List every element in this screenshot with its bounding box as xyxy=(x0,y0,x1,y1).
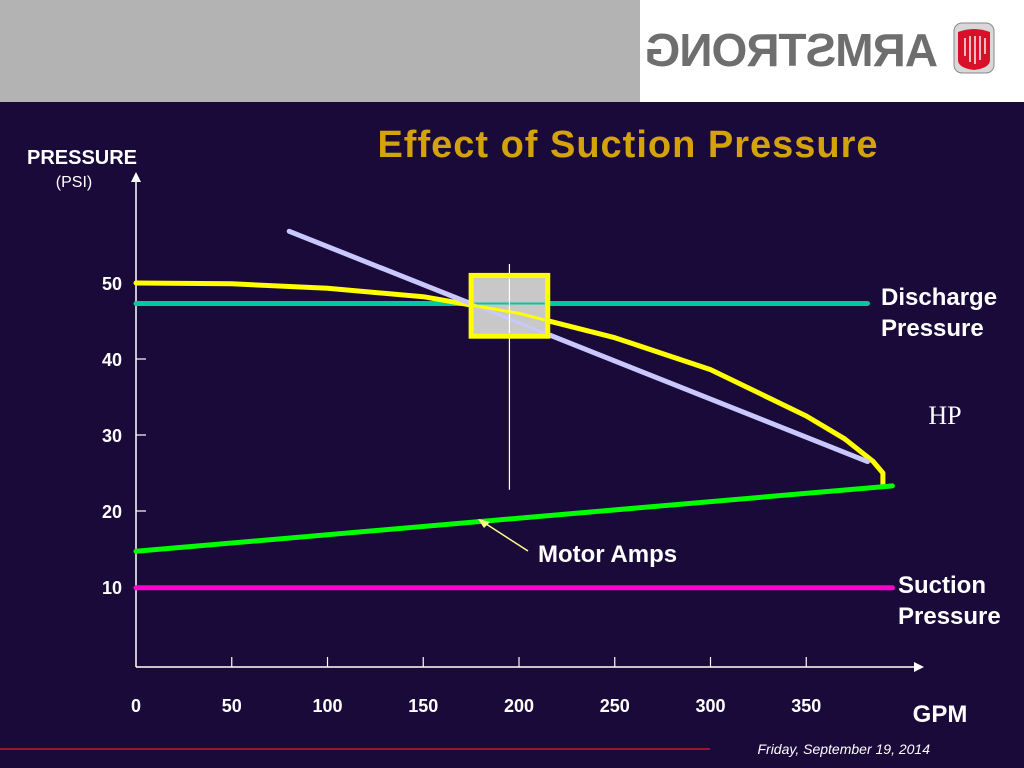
x-tick-label: 50 xyxy=(222,696,242,716)
motor-amps-label: Motor Amps xyxy=(538,541,677,568)
x-tick-label: 250 xyxy=(600,696,630,716)
motor-amps-pointer-arrowhead xyxy=(478,519,490,528)
y-tick-label: 40 xyxy=(102,350,122,370)
suction-label-line1: Suction xyxy=(898,572,986,599)
y-axis-unit: (PSI) xyxy=(56,174,92,191)
x-tick-label: 0 xyxy=(131,696,141,716)
operating-point xyxy=(468,264,551,490)
x-tick-label: 100 xyxy=(312,696,342,716)
x-tick-label: 350 xyxy=(791,696,821,716)
header-gray-band xyxy=(0,0,640,102)
motor-amps-line xyxy=(133,483,895,554)
discharge-label-line2: Pressure xyxy=(881,315,984,342)
x-tick-label: 150 xyxy=(408,696,438,716)
y-tick-label: 50 xyxy=(102,274,122,294)
x-axis-label: GPM xyxy=(913,701,968,728)
x-tick-label: 300 xyxy=(695,696,725,716)
y-axis-label: PRESSURE xyxy=(27,147,137,169)
footer-date: Friday, September 19, 2014 xyxy=(757,741,930,757)
hp-label: HP xyxy=(928,401,961,430)
y-tick-label: 20 xyxy=(102,502,122,522)
hp-line xyxy=(286,228,870,465)
motor-amps-pointer xyxy=(479,519,529,552)
discharge-label-line1: Discharge xyxy=(881,284,997,311)
y-axis-arrow xyxy=(131,172,141,182)
axes: 10 20 30 40 50 0 50 100 150 200 250 300 350 xyxy=(102,172,924,716)
suction-label-line2: Pressure xyxy=(898,603,1001,630)
pump-curve-line xyxy=(133,280,886,487)
x-axis-arrow xyxy=(914,662,924,672)
y-tick-label: 30 xyxy=(102,426,122,446)
armstrong-logo-badge-icon xyxy=(953,22,995,79)
y-tick-label: 10 xyxy=(102,578,122,598)
chart-title: Effect of Suction Pressure xyxy=(377,124,878,166)
x-tick-label: 200 xyxy=(504,696,534,716)
